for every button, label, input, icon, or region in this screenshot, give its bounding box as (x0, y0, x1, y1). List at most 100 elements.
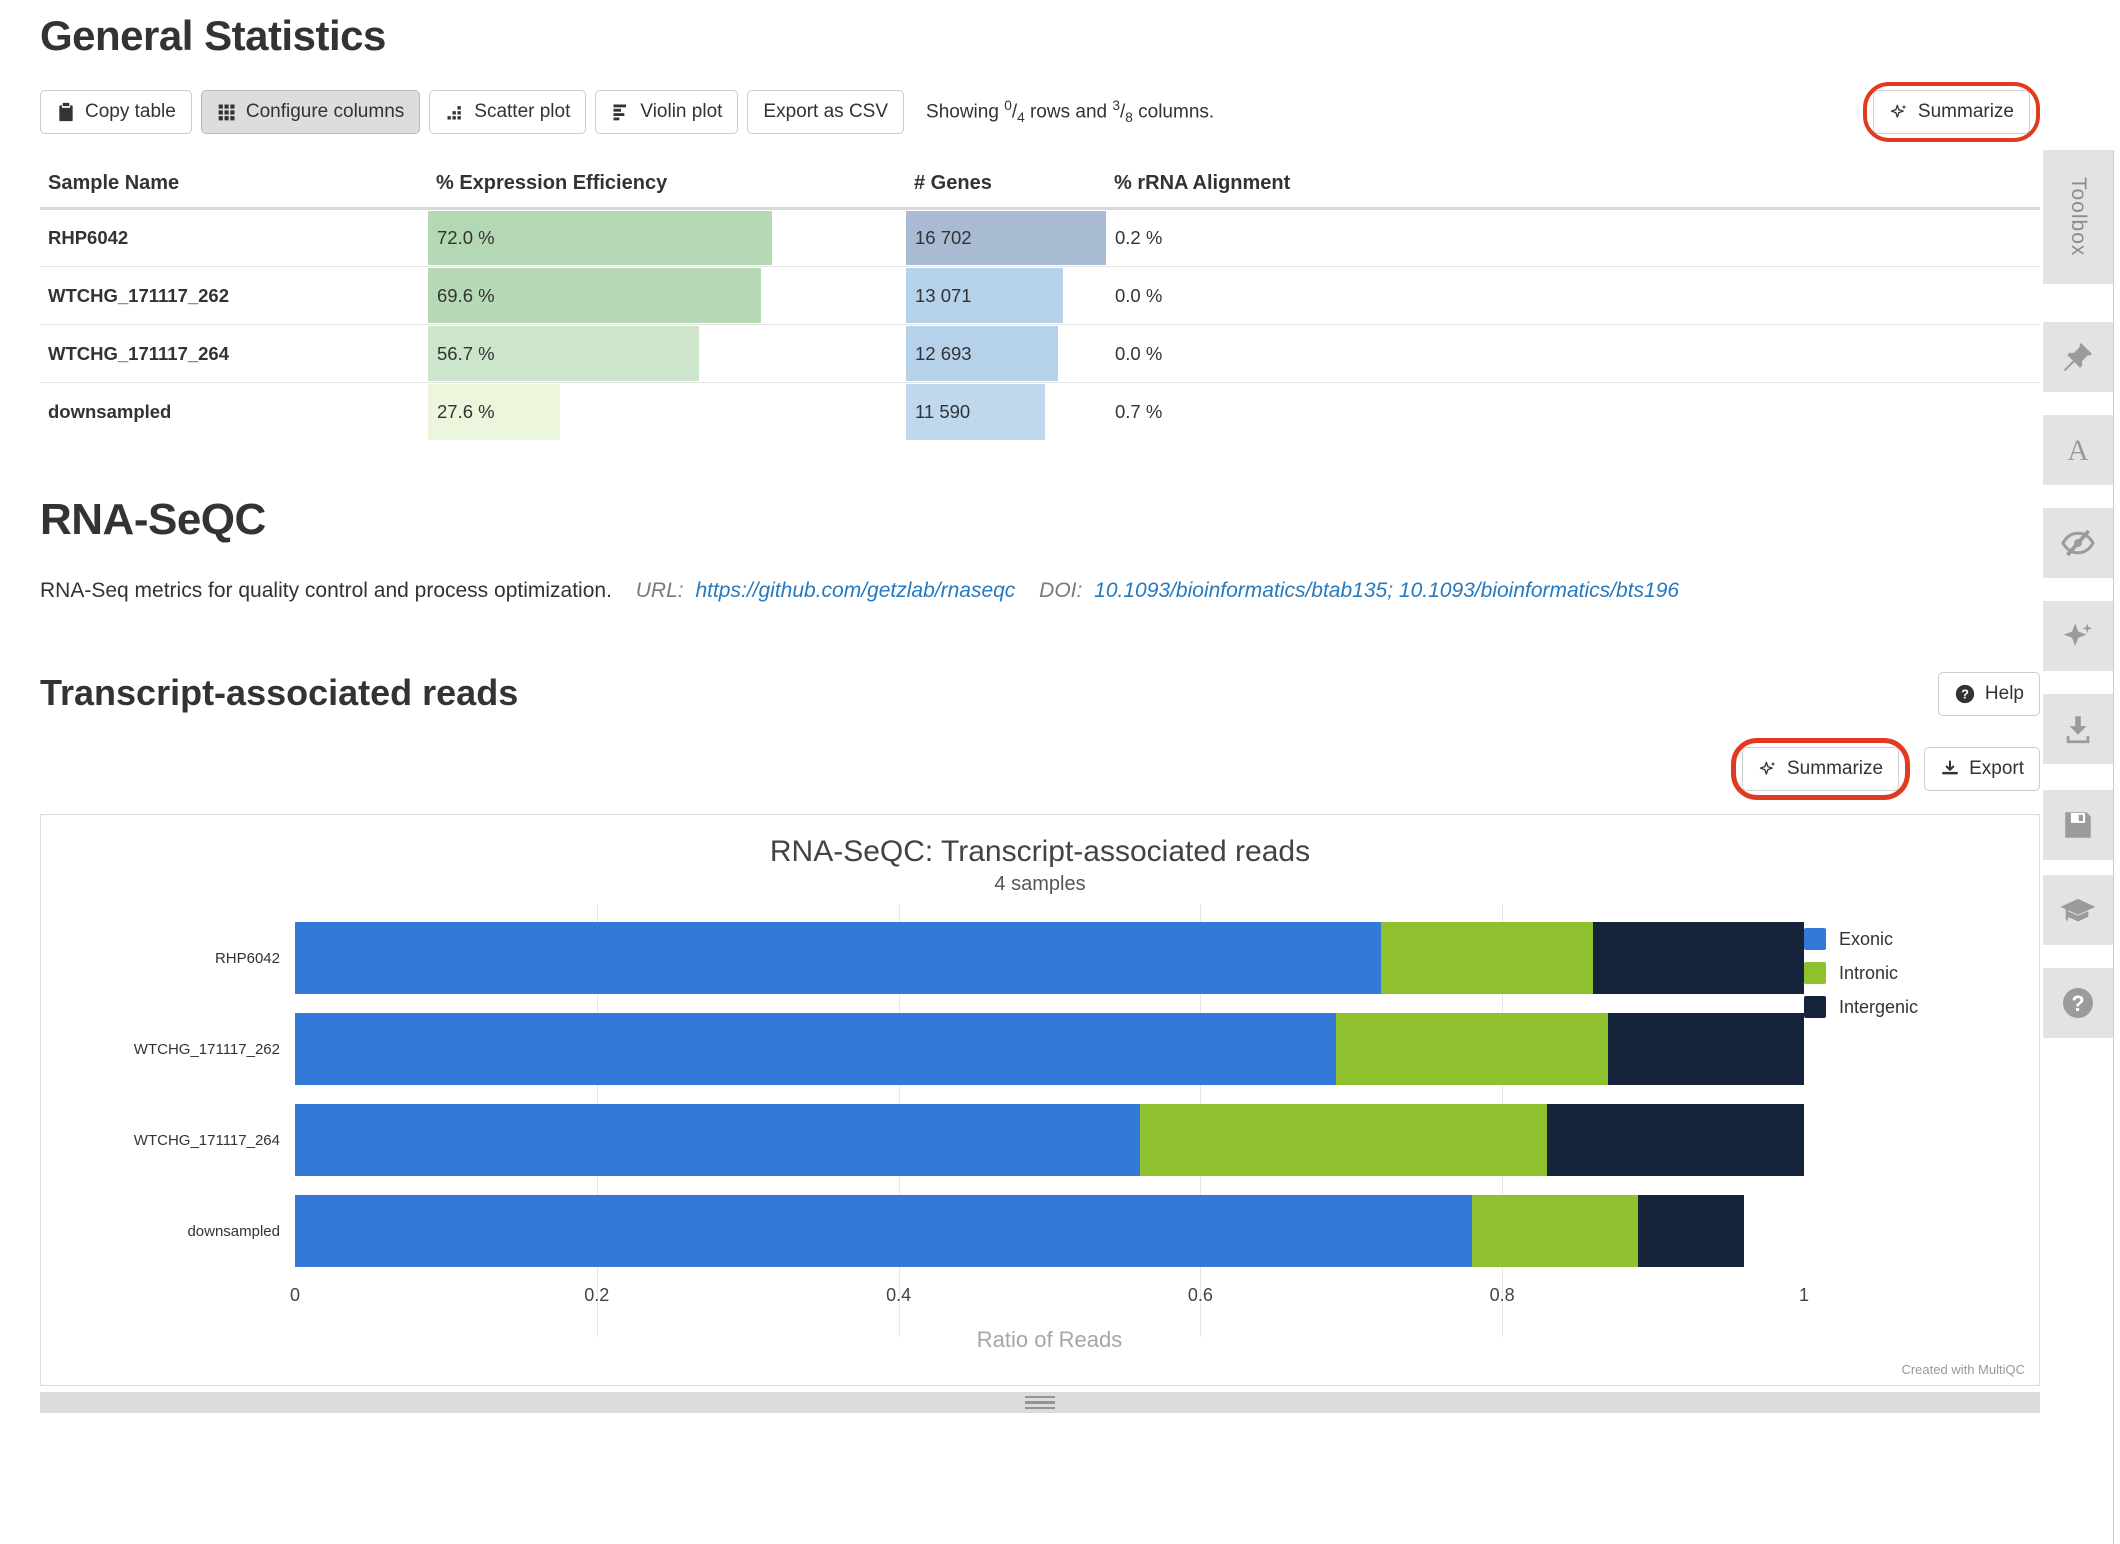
toolbox-tab[interactable]: Toolbox (2043, 150, 2113, 284)
copy-table-label: Copy table (85, 101, 176, 122)
expression-efficiency-cell: 27.6 % (428, 382, 906, 441)
genes-cell: 16 702 (906, 209, 1106, 267)
plot-actions: Summarize Export (40, 738, 2040, 800)
toolbox-font-tab[interactable]: A (2043, 415, 2113, 485)
col-header-genes[interactable]: # Genes (906, 158, 1106, 210)
y-axis-category-label: downsampled (187, 1222, 280, 1240)
general-stats-toolbar: Copy table Configure columns Scatter plo… (40, 82, 2040, 142)
plot-summarize-annotation-ring: Summarize (1731, 738, 1911, 800)
chart-bar-segment-intronic[interactable] (1140, 1104, 1548, 1176)
chart-bar-segment-exonic[interactable] (295, 1104, 1141, 1176)
url-label: URL: (635, 578, 684, 602)
chart-bar-segment-intergenic[interactable] (1638, 1195, 1744, 1267)
module-title: RNA-SeQC (40, 494, 266, 544)
table-summarize-button[interactable]: Summarize (1872, 90, 2030, 134)
chart-bar-segment-intronic[interactable] (1381, 922, 1593, 994)
x-axis-tick: 0.4 (886, 1285, 912, 1305)
legend-label: Intergenic (1839, 996, 1919, 1017)
download-icon (1940, 759, 1960, 779)
svg-text:A: A (2067, 434, 2089, 467)
toolbox-download-tab[interactable] (2043, 694, 2113, 764)
table-row: WTCHG_171117_264 56.7 % 12 693 0.0 % (40, 324, 2040, 383)
doi-link-2[interactable]: 10.1093/bioinformatics/bts196 (1398, 578, 1680, 602)
module-description: RNA-Seq metrics for quality control and … (40, 569, 2040, 607)
svg-text:?: ? (1961, 687, 1969, 702)
chart-bar-segment-exonic[interactable] (295, 1013, 1337, 1085)
chart-bar-segment-exonic[interactable] (295, 1195, 1473, 1267)
chart-bar-segment-intergenic[interactable] (1607, 1013, 1804, 1085)
genes-value: 16 702 (915, 227, 972, 248)
pin-icon (2061, 340, 2095, 374)
chart-bar-segment-intronic[interactable] (1336, 1013, 1608, 1085)
genes-cell: 12 693 (906, 324, 1106, 383)
plot-summarize-button[interactable]: Summarize (1742, 747, 1900, 791)
legend-label: Intronic (1839, 962, 1899, 983)
graduation-cap-icon (2059, 891, 2097, 929)
help-button[interactable]: ? Help (1937, 672, 2040, 716)
legend-item-exonic[interactable]: Exonic (1804, 928, 2039, 950)
chart-bar-segment-intronic[interactable] (1472, 1195, 1638, 1267)
scatter-plot-button[interactable]: Scatter plot (429, 90, 587, 134)
x-axis-tick: 0.6 (1187, 1285, 1213, 1305)
doi-link-1[interactable]: 10.1093/bioinformatics/btab135; (1094, 578, 1394, 602)
genes-value: 11 590 (915, 400, 971, 422)
export-csv-button[interactable]: Export as CSV (747, 90, 905, 134)
chart-subtitle: 4 samples (994, 873, 1086, 895)
eye-slash-icon (2060, 525, 2096, 561)
resize-grip-icon[interactable] (1025, 1395, 1055, 1410)
chart-bar-segment-intergenic[interactable] (1592, 922, 1804, 994)
genes-cell: 11 590 (906, 382, 1106, 441)
grid-icon (217, 102, 237, 122)
col-header-sample-name[interactable]: Sample Name (40, 158, 428, 210)
scatter-plot-label: Scatter plot (474, 101, 571, 122)
table-row: WTCHG_171117_262 69.6 % 13 071 0.0 % (40, 266, 2040, 325)
copy-table-button[interactable]: Copy table (40, 90, 192, 134)
expression-bar (428, 384, 560, 440)
legend-swatch (1804, 962, 1826, 984)
expression-bar (428, 268, 761, 323)
y-axis-category-label: WTCHG_171117_262 (133, 1040, 280, 1058)
toolbox-help-tab[interactable]: ? (2043, 968, 2113, 1038)
help-icon: ? (1954, 683, 1976, 705)
sample-name-cell: WTCHG_171117_262 (40, 266, 428, 325)
expression-efficiency-cell: 69.6 % (428, 266, 906, 325)
sample-name-cell: downsampled (40, 382, 428, 441)
legend-item-intronic[interactable]: Intronic (1804, 962, 2039, 984)
legend-swatch (1804, 996, 1826, 1018)
plot-export-button[interactable]: Export (1924, 747, 2040, 791)
help-label: Help (1984, 683, 2024, 704)
chart-bar-segment-intergenic[interactable] (1547, 1104, 1804, 1176)
download-icon (2061, 712, 2095, 746)
x-axis-tick: 0.2 (584, 1285, 610, 1305)
report-content: General Statistics Copy table Configure … (40, 0, 2040, 1413)
col-header-expression-efficiency[interactable]: % Expression Efficiency (428, 158, 906, 210)
module-url-link[interactable]: https://github.com/getzlab/rnaseqc (695, 578, 1016, 602)
genes-bar (906, 211, 1106, 265)
configure-columns-button[interactable]: Configure columns (200, 90, 421, 134)
summarize-annotation-ring: Summarize (1862, 82, 2040, 142)
toolbox-save-tab[interactable] (2043, 790, 2113, 860)
genes-bar (906, 326, 1058, 381)
general-stats-table-body: RHP6042 72.0 % 16 702 0.2 % WTCHG_171117_262… (40, 209, 2040, 441)
toolbox-pin-tab[interactable] (2043, 322, 2113, 392)
chart-bar-row: WTCHG_171117_262 (41, 1013, 1804, 1085)
summarize-label: Summarize (1917, 101, 2014, 122)
legend-item-intergenic[interactable]: Intergenic (1804, 996, 2039, 1018)
violin-plot-button[interactable]: Violin plot (595, 90, 739, 134)
toolbox-sidebar: Toolbox A (2043, 0, 2120, 1544)
expression-bar (428, 211, 773, 265)
chart-bar-track (295, 1195, 1804, 1267)
chart-bar-segment-exonic[interactable] (295, 922, 1382, 994)
sparkle-icon (1758, 759, 1778, 779)
chart-title: RNA-SeQC: Transcript-associated reads (769, 835, 1311, 868)
toolbox-ai-tab[interactable] (2043, 601, 2113, 671)
genes-value: 13 071 (915, 284, 972, 306)
genes-bar (906, 384, 1045, 440)
sample-name-cell: RHP6042 (48, 227, 129, 248)
violin-plot-label: Violin plot (640, 101, 723, 122)
col-header-rrna-alignment[interactable]: % rRNA Alignment (1106, 158, 2040, 210)
toolbox-hide-samples-tab[interactable] (2043, 508, 2113, 578)
toolbox-citation-tab[interactable] (2043, 875, 2113, 945)
chart-bar-track (295, 1104, 1804, 1176)
y-axis-category-label: RHP6042 (214, 949, 280, 967)
